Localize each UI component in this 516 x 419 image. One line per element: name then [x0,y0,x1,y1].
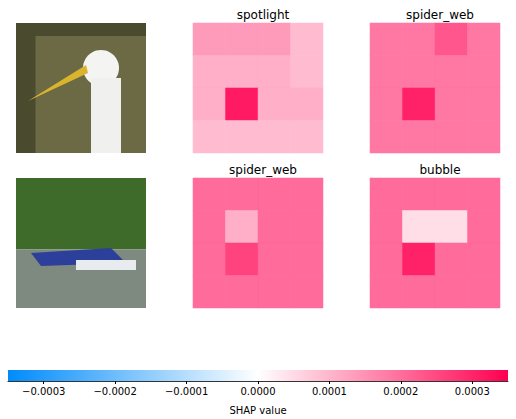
svg-text:bubble: bubble [419,163,460,177]
svg-text:−0.0002: −0.0002 [93,386,136,397]
svg-text:0.0002: 0.0002 [383,386,418,397]
svg-text:spider_web: spider_web [229,163,297,177]
svg-text:spider_web: spider_web [406,8,474,22]
svg-text:spotlight: spotlight [237,8,290,22]
svg-text:SHAP value: SHAP value [229,405,286,416]
svg-text:0.0003: 0.0003 [455,386,490,397]
svg-text:−0.0003: −0.0003 [22,386,65,397]
svg-text:0.0001: 0.0001 [312,386,347,397]
svg-text:−0.0001: −0.0001 [165,386,208,397]
svg-text:0.0000: 0.0000 [241,386,276,397]
